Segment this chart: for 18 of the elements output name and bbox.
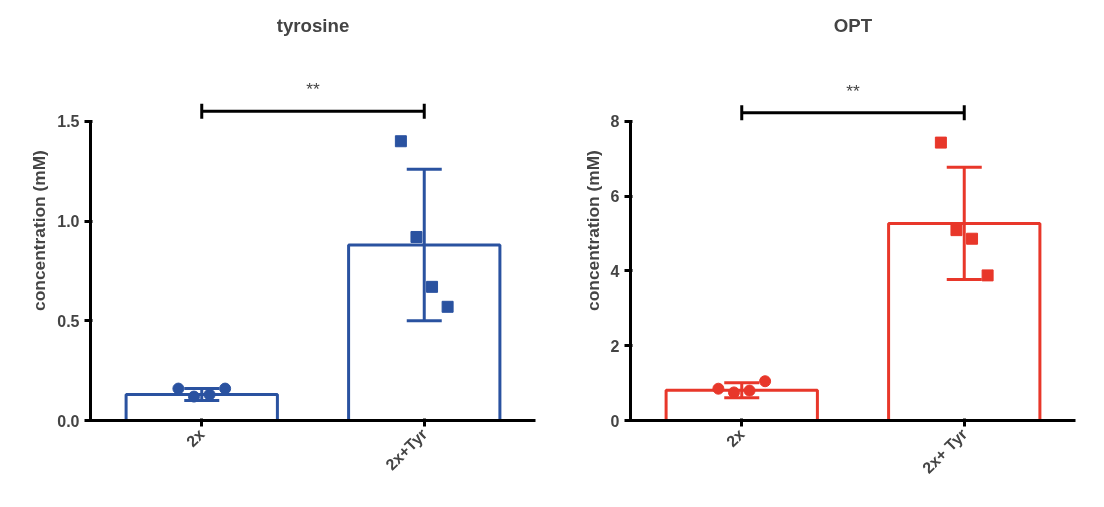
y-tick-label: 4: [610, 262, 620, 280]
y-tick-label: 0: [610, 412, 620, 430]
chart-title: tyrosine: [276, 14, 350, 36]
x-tick-label: 2x: [183, 425, 208, 451]
chart-title: OPT: [833, 14, 873, 36]
y-axis-title: concentration (mM): [582, 150, 603, 311]
text: **: [846, 80, 860, 101]
y-tick-label: 1.0: [57, 213, 80, 231]
y-tick-label: 1.5: [57, 113, 80, 131]
x-tick-label: 2x: [723, 425, 748, 451]
y-tick-label: 8: [610, 113, 620, 131]
x-tick-label: 2x+ Tyr: [919, 425, 971, 477]
y-tick-label: 0.5: [57, 312, 80, 330]
y-tick-label: 6: [610, 188, 620, 206]
y-axis-title: concentration (mM): [29, 150, 50, 311]
text: **: [306, 79, 320, 100]
y-tick-label: 2: [610, 337, 620, 355]
y-tick-label: 0.0: [57, 412, 80, 430]
